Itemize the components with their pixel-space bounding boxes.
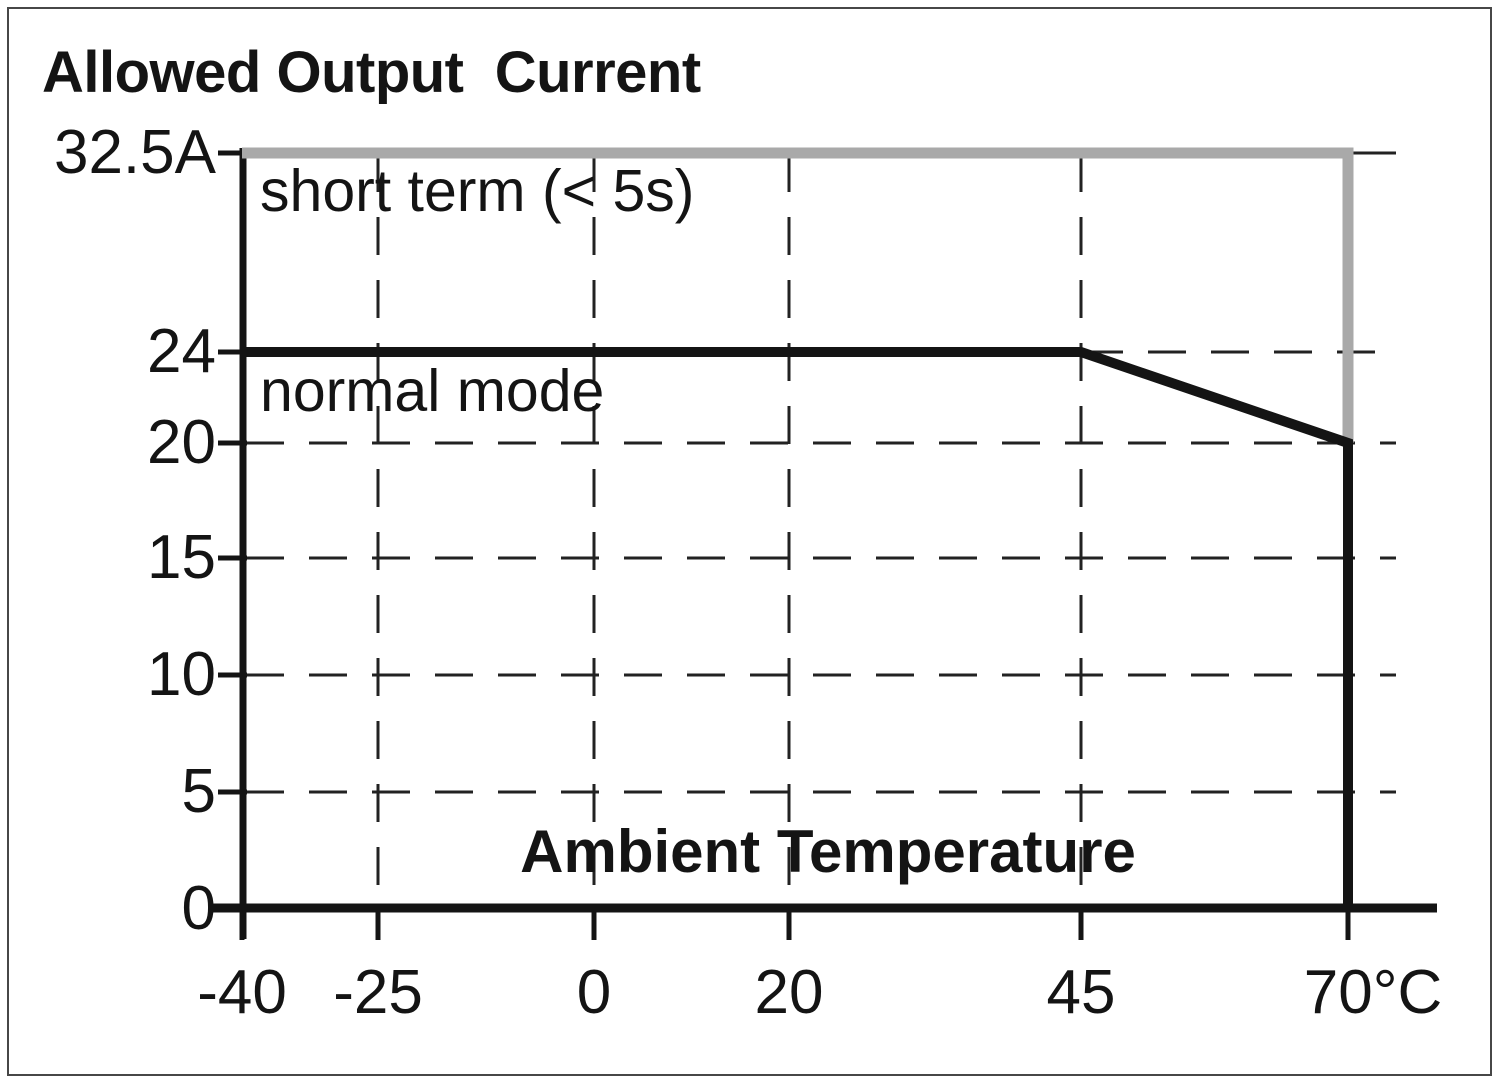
x-tick-label-neg25: -25 [333, 958, 423, 1027]
normal-mode-series-label: normal mode [260, 358, 605, 424]
y-tick-label-0: 0 [181, 874, 216, 943]
short-term-series-label: short term (< 5s) [260, 158, 695, 224]
x-tick-label-neg40: -40 [197, 958, 287, 1027]
x-tick-label-0: 0 [576, 958, 612, 1027]
x-axis-title: Ambient Temperature [520, 818, 1136, 885]
y-tick-label-20: 20 [147, 408, 216, 477]
series-line-normal-mode [242, 347, 1353, 909]
y-tick-label-5: 5 [181, 757, 216, 826]
y-tick-label-15: 15 [147, 523, 216, 592]
x-tick-label-70c: 70°C [1303, 958, 1443, 1027]
x-tick-label-45: 45 [1046, 958, 1116, 1027]
chart-title: Allowed Output Current [42, 40, 701, 105]
series-line-short-term [242, 147, 1354, 443]
y-tick-label-10: 10 [147, 640, 216, 709]
x-tick-label-20: 20 [754, 958, 824, 1027]
y-tick-label-24: 24 [147, 317, 216, 386]
y-tick-label-32-5: 32.5A [53, 118, 216, 187]
